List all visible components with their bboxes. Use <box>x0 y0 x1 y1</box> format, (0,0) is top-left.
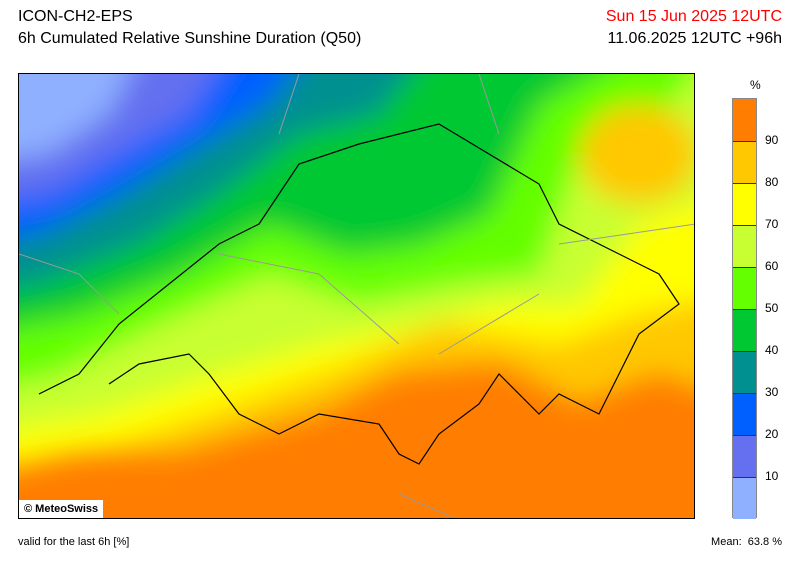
colorbar-segment <box>733 435 756 477</box>
footer-note: valid for the last 6h [%] <box>18 536 130 548</box>
colorbar-tick-label: 50 <box>765 301 779 315</box>
colorbar-segment <box>733 477 756 519</box>
colorbar-tick-label: 60 <box>765 259 779 273</box>
map-field <box>19 74 694 518</box>
colorbar-segment <box>733 183 756 225</box>
legend-unit: % <box>750 78 761 92</box>
colorbar-tick-label: 30 <box>765 385 779 399</box>
colorbar-segment <box>733 309 756 351</box>
valid-time: Sun 15 Jun 2025 12UTC <box>605 8 782 25</box>
colorbar-tick-label: 40 <box>765 343 779 357</box>
colorbar-tick-label: 10 <box>765 469 779 483</box>
mean-label: Mean: <box>711 536 742 548</box>
colorbar-tick-label: 80 <box>765 175 779 189</box>
colorbar-tick-label: 90 <box>765 133 779 147</box>
colorbar-segment <box>733 225 756 267</box>
mean-number: 63.8 % <box>747 536 782 548</box>
colorbar-tick-label: 20 <box>765 427 779 441</box>
mean-value: Mean: 63.8 % <box>711 536 782 548</box>
colorbar-tick-label: 70 <box>765 217 779 231</box>
colorbar-segment <box>733 267 756 309</box>
colorbar-segment <box>733 393 756 435</box>
copyright-label: © MeteoSwiss <box>19 500 104 518</box>
sunshine-map: © MeteoSwiss <box>18 73 695 519</box>
colorbar-segment <box>733 141 756 183</box>
colorbar-segment <box>733 351 756 393</box>
chart-title: 6h Cumulated Relative Sunshine Duration … <box>18 30 362 47</box>
model-name: ICON-CH2-EPS <box>18 8 133 25</box>
run-info: 11.06.2025 12UTC +96h <box>607 30 783 47</box>
colorbar-segment <box>733 99 756 141</box>
colorbar <box>732 98 757 519</box>
